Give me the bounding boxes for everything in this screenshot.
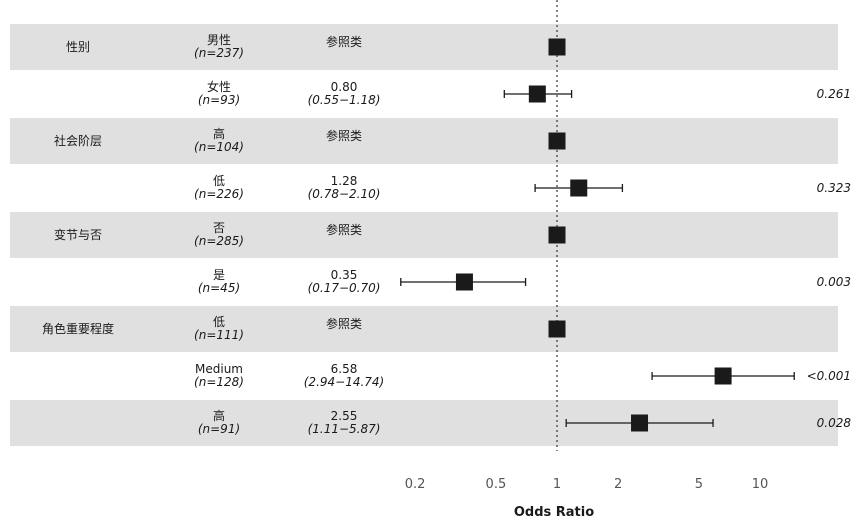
n-label: (n=226): [194, 187, 244, 201]
level-label: 高: [213, 408, 225, 423]
reference-label: 参照类: [326, 222, 362, 237]
row-band: [10, 306, 838, 352]
level-label: 是: [213, 268, 225, 282]
or-value: 0.35: [331, 268, 358, 282]
row-band: [10, 24, 838, 70]
x-tick-label: 2: [614, 477, 622, 492]
n-label: (n=285): [194, 234, 244, 248]
level-label: 低: [213, 174, 225, 188]
x-tick-label: 0.5: [486, 477, 507, 492]
or-marker: [528, 85, 546, 103]
n-label: (n=45): [198, 281, 240, 295]
n-label: (n=104): [194, 140, 244, 154]
p-value: <0.001: [807, 369, 851, 383]
row-band: [10, 118, 838, 164]
n-label: (n=237): [194, 46, 244, 60]
level-label: Medium: [195, 362, 243, 376]
n-label: (n=111): [194, 328, 244, 342]
p-value: 0.323: [817, 181, 851, 195]
or-marker: [631, 414, 649, 432]
row-band: [10, 212, 838, 258]
group-label: 角色重要程度: [42, 321, 114, 336]
x-tick-label: 5: [695, 477, 703, 492]
p-value: 0.028: [817, 416, 852, 430]
level-label: 男性: [207, 33, 231, 47]
n-label: (n=91): [198, 422, 240, 436]
reference-label: 参照类: [326, 34, 362, 49]
or-marker: [714, 367, 732, 385]
p-value: 0.003: [817, 275, 851, 289]
or-marker: [548, 132, 566, 150]
or-marker: [548, 38, 566, 56]
x-axis: 0.2 0.5 1 2 5 10: [405, 477, 769, 492]
level-label: 低: [213, 315, 225, 329]
or-value: 2.55: [331, 409, 358, 423]
level-label: 否: [213, 221, 225, 235]
x-tick-label: 1: [553, 477, 561, 492]
reference-label: 参照类: [326, 316, 362, 331]
ci-value: (0.17−0.70): [308, 281, 381, 295]
or-value: 1.28: [331, 174, 358, 188]
group-label: 性别: [66, 40, 90, 54]
or-marker: [570, 179, 588, 197]
or-marker: [548, 320, 566, 338]
level-label: 女性: [207, 79, 231, 94]
or-value: 0.80: [331, 80, 358, 94]
or-value: 6.58: [331, 362, 358, 376]
x-axis-title: Odds Ratio: [514, 505, 594, 520]
ci-value: (0.55−1.18): [308, 93, 381, 107]
reference-label: 参照类: [326, 128, 362, 143]
or-marker: [548, 226, 566, 244]
n-label: (n=128): [194, 375, 244, 389]
ci-value: (2.94−14.74): [304, 375, 385, 389]
group-label: 社会阶层: [54, 133, 102, 148]
group-label: 变节与否: [54, 227, 102, 242]
x-tick-label: 0.2: [405, 477, 426, 492]
ci-value: (1.11−5.87): [308, 422, 381, 436]
p-value: 0.261: [817, 87, 851, 101]
ci-value: (0.78−2.10): [308, 187, 381, 201]
row-band: [10, 400, 838, 446]
row-bands: [10, 24, 838, 446]
x-tick-label: 10: [752, 477, 769, 492]
level-label: 高: [213, 126, 225, 141]
n-label: (n=93): [198, 93, 240, 107]
or-marker: [455, 273, 473, 291]
